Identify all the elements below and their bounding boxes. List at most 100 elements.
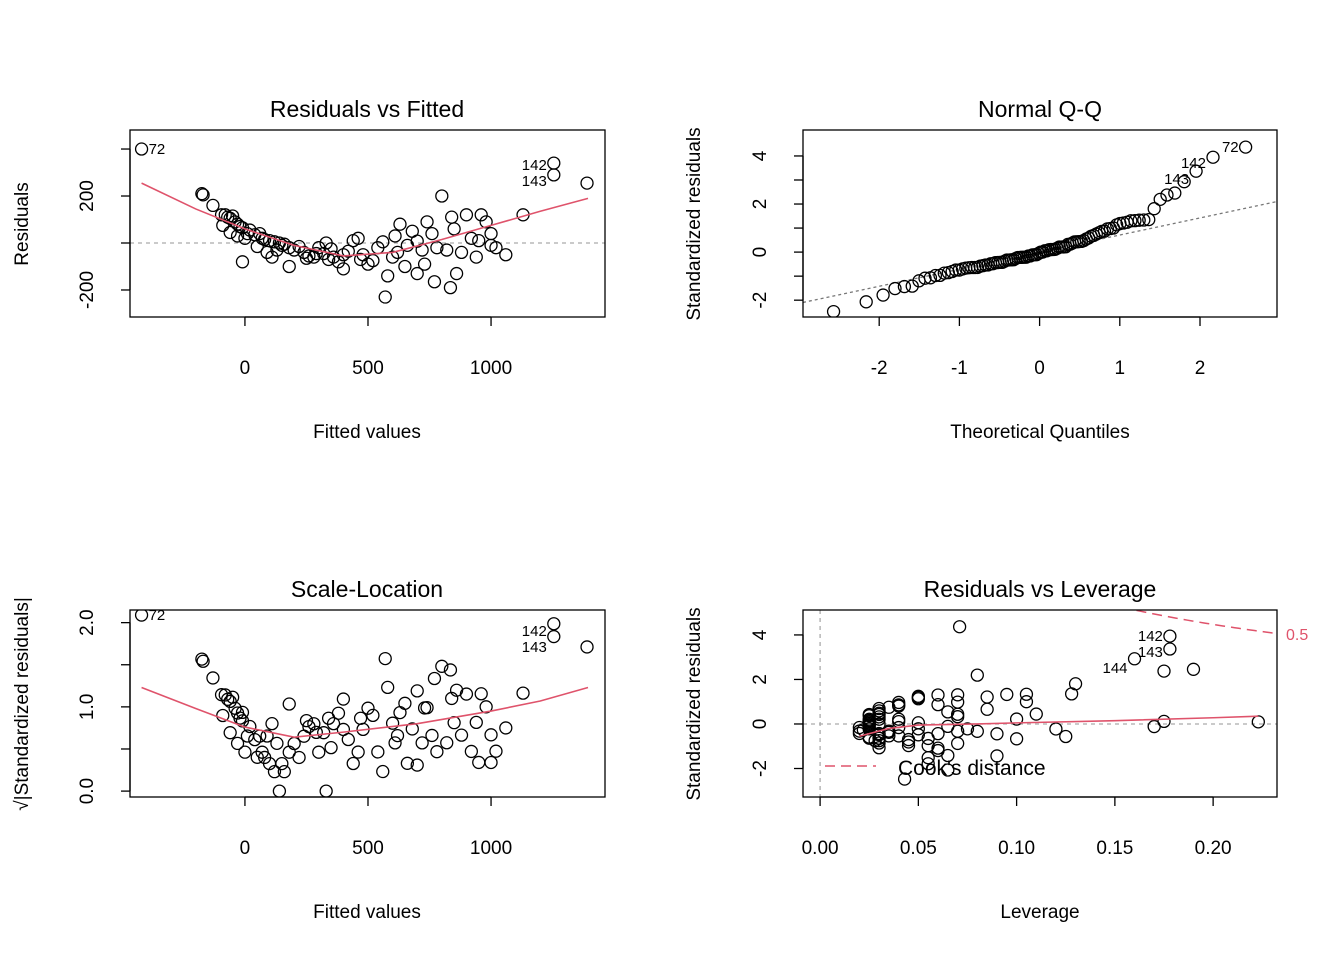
data-point [1177,175,1191,189]
data-point [580,640,594,654]
plot-area [803,140,1277,317]
x-tick-label: 0 [240,358,251,379]
legend-label: Cook's distance [898,757,1046,780]
data-point [868,733,882,748]
point-label: 72 [149,141,166,158]
x-axis-label: Theoretical Quantiles [950,422,1130,443]
data-point [427,671,442,686]
y-axis-label: √|Standardized residuals| [12,597,33,811]
data-point [449,266,464,281]
data-point [390,728,405,743]
data-point [983,257,998,271]
data-point [366,708,380,723]
data-point [960,722,975,736]
data-point [206,198,220,213]
data-point [398,259,412,274]
data-point [1132,213,1146,227]
data-point [951,710,965,724]
x-tick-label: 1 [1115,358,1126,379]
data-point [1127,652,1142,666]
data-point [351,745,365,759]
x-tick-label: 0 [1034,358,1045,379]
data-point [976,258,990,273]
data-point [206,671,220,685]
data-point [469,250,483,264]
data-point [1168,186,1182,200]
data-point [1064,687,1079,701]
data-point [1137,213,1151,227]
data-point [410,234,424,248]
data-point [1147,202,1161,216]
y-tick-label: 1.0 [77,694,98,720]
data-point [911,722,926,736]
data-point [901,738,916,753]
data-point [897,772,912,786]
data-point [415,736,429,750]
data-point [353,252,368,267]
y-axis-label: Residuals [12,182,33,265]
data-point [282,259,296,274]
data-point [371,745,385,759]
y-axis-label: Standardized residuals [684,127,705,320]
data-point [443,663,458,677]
data-point [952,620,967,634]
data-point [312,745,326,759]
data-point [324,242,338,256]
data-point [238,745,252,759]
data-point [872,741,886,755]
x-tick-label: 0.15 [1096,838,1133,859]
data-point [376,764,390,779]
y-axis-label: Standardized residuals [684,607,705,800]
chart-title: Normal Q-Q [978,96,1102,122]
plot-area [134,610,594,797]
point-label: 143 [1164,171,1189,188]
data-point [912,274,926,288]
data-point [852,720,867,735]
data-point [474,687,488,701]
data-point [435,189,449,203]
data-point [580,176,594,190]
data-point [1019,695,1034,709]
cooks-contour-label: 0.5 [1286,627,1308,644]
data-point [888,281,902,296]
data-point [479,700,493,714]
y-tick-label: -200 [77,271,98,309]
chart-title: Scale-Location [291,576,443,602]
data-point [214,208,229,222]
data-point [990,727,1004,741]
data-point [1109,218,1124,232]
data-point [872,717,886,731]
data-point [459,208,474,222]
data-point [405,722,419,736]
point-label: 142 [1181,155,1206,172]
data-point [931,688,945,702]
x-tick-label: 500 [352,358,384,379]
data-point [400,756,415,770]
point-label: 143 [1138,644,1163,661]
data-point [341,732,355,747]
data-point [1009,732,1024,746]
data-point [302,249,316,263]
data-point [484,238,498,252]
data-point [980,690,994,704]
smoother-line [141,686,589,739]
smoother-line [141,182,589,257]
y-tick-label: -2 [750,292,771,309]
data-point [243,223,257,237]
data-point [331,706,346,720]
y-tick-label: 0.0 [77,778,98,804]
y-tick-label: 2 [750,674,771,685]
point-label: 142 [1138,628,1163,645]
point-label: 144 [1102,660,1127,677]
data-point [1157,664,1171,678]
data-point [195,187,209,201]
y-tick-label: 4 [750,150,771,161]
data-point [216,708,230,723]
data-point [398,696,412,710]
x-axis-label: Fitted values [313,422,421,443]
data-point [459,687,474,701]
data-point [897,279,912,294]
data-point [282,697,296,711]
data-point [1106,221,1121,235]
cooks-distance-contour [1136,610,1275,634]
